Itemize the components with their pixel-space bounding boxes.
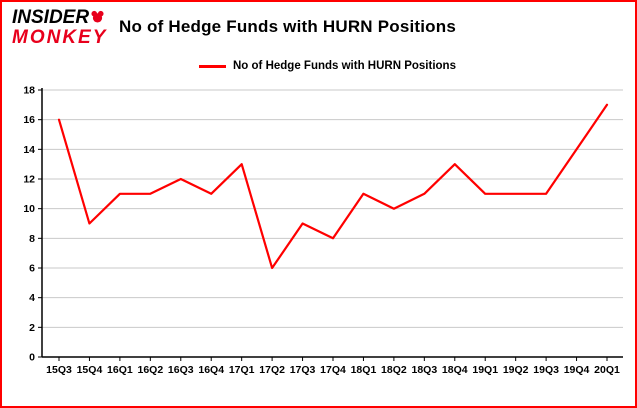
x-tick-label: 17Q4	[320, 364, 346, 376]
x-tick-label: 19Q4	[564, 364, 590, 376]
y-tick-label: 16	[23, 114, 35, 126]
x-tick-label: 19Q2	[503, 364, 529, 376]
legend-label: No of Hedge Funds with HURN Positions	[233, 60, 456, 72]
y-tick-label: 14	[23, 144, 35, 156]
y-tick-label: 6	[29, 263, 35, 275]
x-tick-label: 17Q3	[290, 364, 316, 376]
data-line	[57, 103, 609, 270]
x-tick-label: 15Q3	[46, 364, 72, 376]
x-tick-label: 16Q4	[198, 364, 224, 376]
brand-logo: INSIDER MONKEY	[12, 8, 122, 48]
y-tick-label: 0	[29, 352, 35, 364]
x-tick-label: 16Q2	[137, 364, 163, 376]
x-tick-label: 17Q2	[259, 364, 285, 376]
y-tick-label: 2	[29, 322, 35, 334]
y-tick-label: 10	[23, 203, 35, 215]
legend: No of Hedge Funds with HURN Positions	[199, 60, 456, 72]
x-tick-label: 19Q1	[472, 364, 498, 376]
x-tick-label: 18Q3	[411, 364, 437, 376]
y-tick-label: 18	[23, 85, 35, 97]
y-tick-label: 8	[29, 233, 35, 245]
brand-monkey: MONKEY	[12, 26, 108, 48]
x-tick-label: 16Q3	[168, 364, 194, 376]
x-tick-label: 17Q1	[229, 364, 255, 376]
page-title: No of Hedge Funds with HURN Positions	[119, 17, 456, 36]
x-tick-label: 15Q4	[77, 364, 103, 376]
brand-insider: INSIDER	[12, 8, 122, 28]
line-chart: 0 2 4 6 8 10 12 14 16 18 15Q3 15Q4 16Q1 16Q2 16Q3 16Q4 1…	[23, 85, 623, 376]
x-tick-label: 16Q1	[107, 364, 133, 376]
x-tick-label: 20Q1	[594, 364, 620, 376]
y-tick-label: 12	[23, 174, 35, 186]
x-tick-label: 18Q2	[381, 364, 407, 376]
legend-line-swatch	[199, 64, 226, 68]
x-tick-label: 18Q1	[351, 364, 377, 376]
monkey-icon	[91, 8, 104, 28]
brand-insider-text: INSIDER	[12, 7, 90, 28]
x-tick-label: 19Q3	[533, 364, 559, 376]
x-tick-label: 18Q4	[442, 364, 468, 376]
y-tick-label: 4	[29, 292, 35, 304]
